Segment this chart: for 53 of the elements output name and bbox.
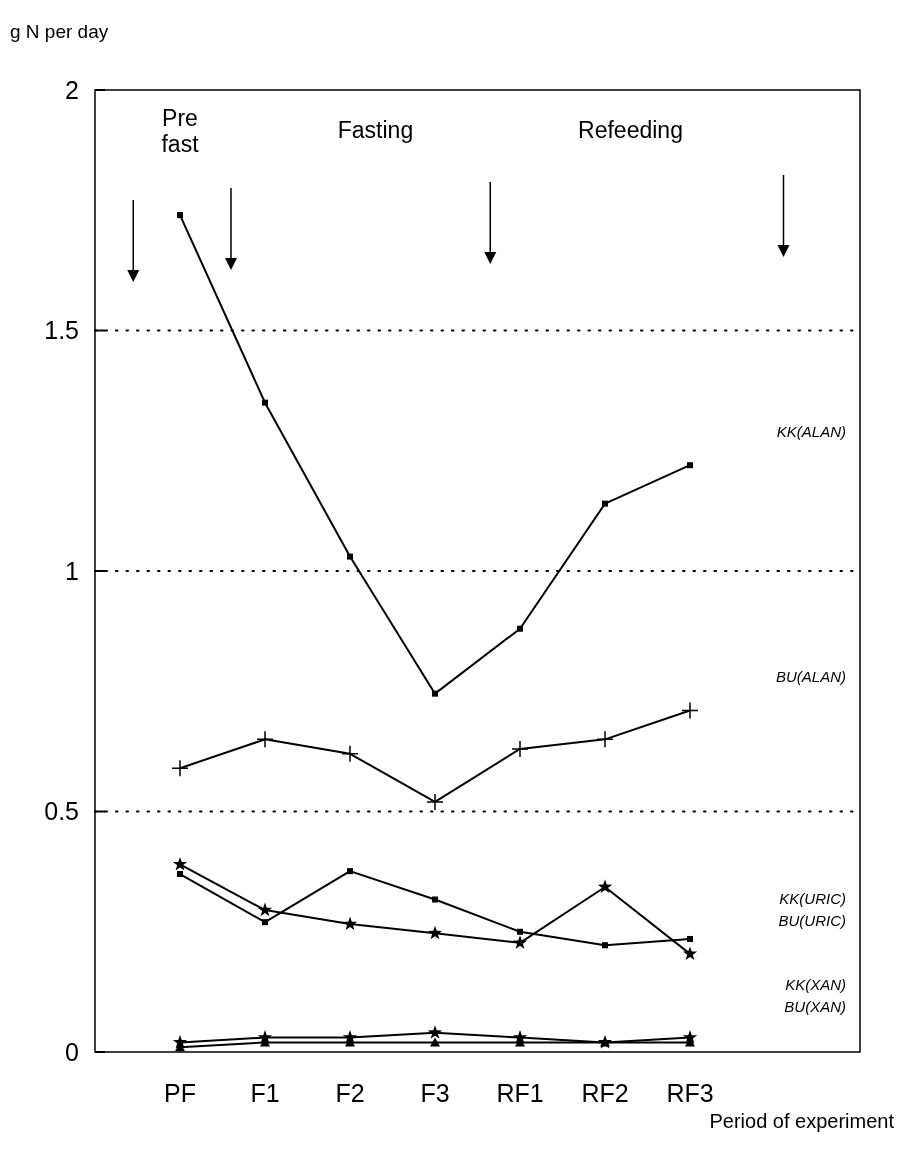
point [432,896,438,903]
point [262,919,268,926]
x-tick-label: F3 [420,1079,450,1107]
point [687,462,693,469]
point [687,935,693,942]
x-tick-label: RF2 [581,1079,629,1107]
y-tick-label: 2 [65,75,79,104]
point [257,902,273,917]
point [256,730,274,749]
x-tick-label: RF3 [666,1079,714,1107]
text: BU(URIC) [778,911,846,929]
point [426,793,444,811]
point [347,553,353,560]
point [602,500,608,507]
point [341,745,359,763]
point [517,625,523,632]
point [512,935,528,949]
text: KK(URIC) [779,889,846,907]
point [177,212,183,219]
x-axis-title: Period of experiment [709,1110,895,1132]
text: KK(ALAN) [776,423,846,441]
point [342,916,358,931]
y-axis-title: g N per day [10,21,109,42]
text: KK(XAN) [785,976,846,993]
y-tick-label: 0 [65,1037,79,1066]
y-tick-label: 1 [65,556,79,585]
annotation: Fasting [337,117,414,143]
point [172,856,188,871]
point [681,701,699,720]
annotation: Pre fast [161,105,200,157]
point [347,868,353,875]
point [602,942,608,949]
point [430,1037,440,1047]
point [432,690,438,697]
y-tick-label: 1.5 [44,316,79,345]
point [596,730,614,749]
point [177,871,183,878]
point [427,925,443,940]
point [427,1025,443,1039]
annotation: Refeeding [578,117,683,143]
text: BU(ALAN) [775,668,846,686]
x-tick-label: F2 [335,1079,365,1107]
point [511,740,529,758]
point [597,879,613,894]
x-tick-label: F1 [250,1079,280,1107]
point [517,928,523,935]
point [682,946,698,960]
x-tick-label: PF [164,1079,196,1107]
x-tick-label: RF1 [496,1079,544,1107]
point [171,759,189,777]
point [262,399,268,406]
text: BU(XAN) [784,998,846,1015]
y-tick-label: 0.5 [44,797,79,826]
